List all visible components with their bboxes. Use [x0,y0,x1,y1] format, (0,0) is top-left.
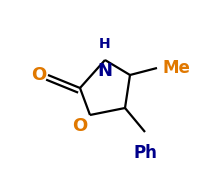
Text: O: O [31,66,46,84]
Text: O: O [72,117,87,135]
Text: Ph: Ph [133,144,157,162]
Text: Me: Me [163,59,191,77]
Text: N: N [97,62,113,80]
Text: H: H [99,37,111,51]
